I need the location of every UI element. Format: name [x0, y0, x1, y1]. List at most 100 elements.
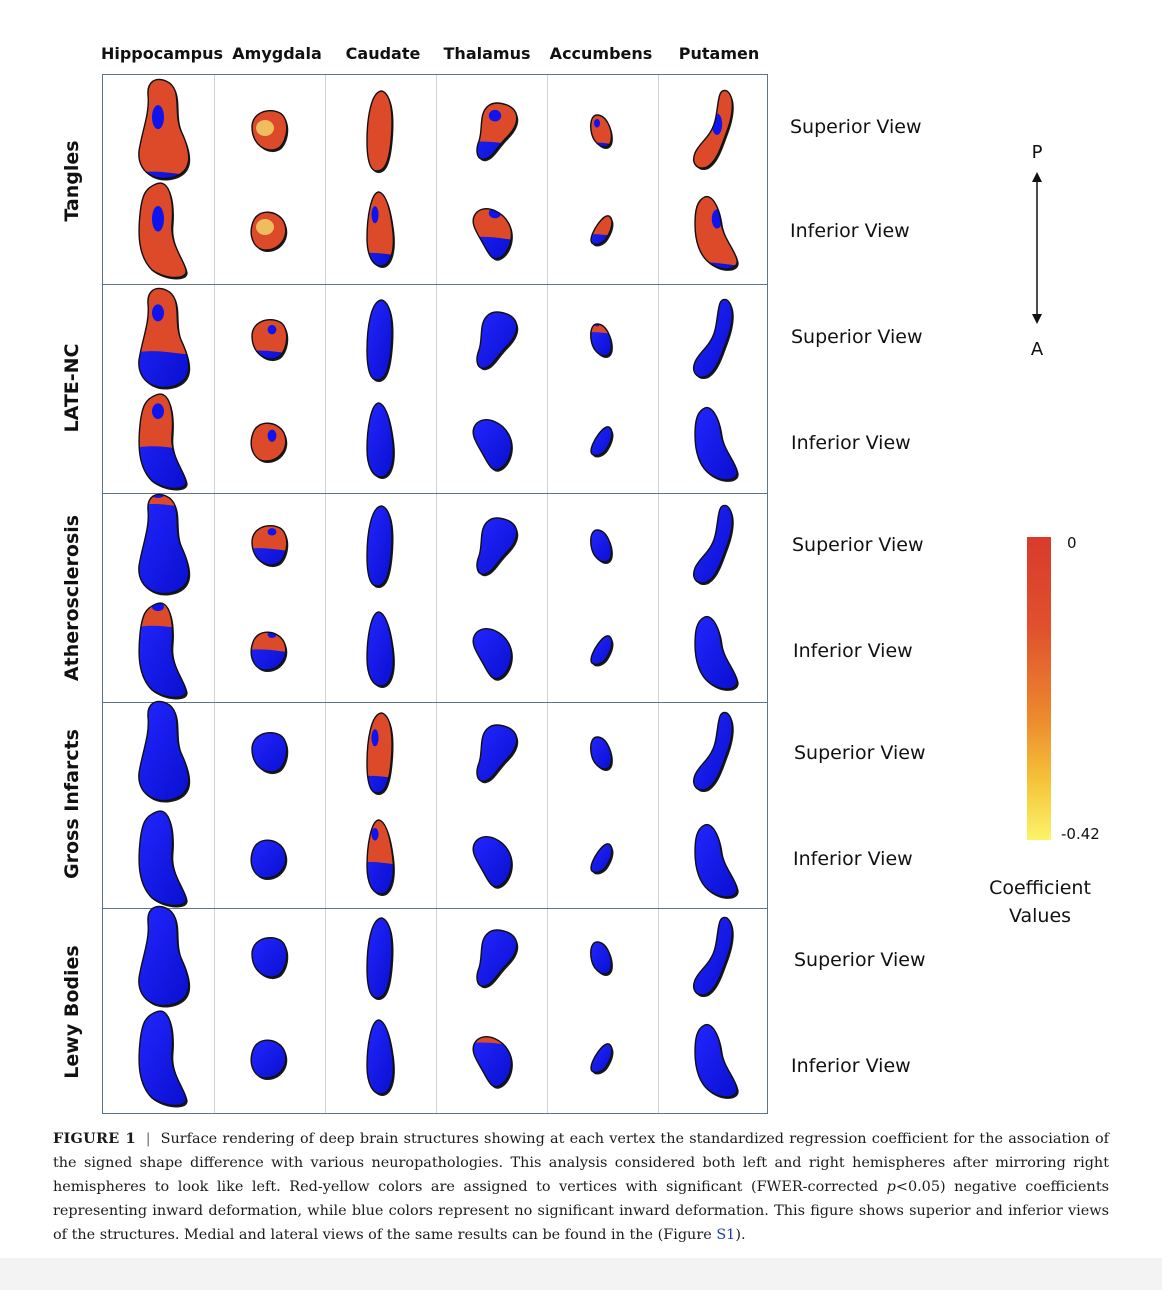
view-label-superior: Superior View — [794, 742, 926, 764]
accumbens-tangles-superior-rendering — [590, 114, 613, 149]
structure-outline — [694, 615, 738, 690]
structure-outline — [138, 393, 187, 490]
structure-surface — [367, 1020, 394, 1094]
structure-outline — [138, 182, 187, 279]
view-label-inferior: Inferior View — [791, 1055, 911, 1077]
structure-outline — [138, 1010, 187, 1107]
structure-outline — [251, 109, 288, 151]
structure-outline — [472, 419, 513, 471]
structure-outline — [693, 298, 733, 378]
structure-outline — [251, 936, 288, 978]
hippocampus-gross-infarcts-inferior-rendering — [138, 810, 188, 908]
structure-outline — [250, 1039, 287, 1079]
colorbar-title-line2: Values — [1008, 905, 1072, 927]
significant-region — [252, 319, 287, 356]
structure-surface — [693, 505, 733, 584]
view-label-superior: Superior View — [790, 116, 922, 138]
structure-surface — [695, 407, 738, 480]
putamen-tangles-superior-rendering — [693, 89, 734, 171]
structure-outline — [693, 711, 733, 791]
structure-surface — [590, 530, 612, 562]
accumbens-gross-infarcts-superior-rendering — [590, 736, 613, 771]
accumbens-lewy-bodies-inferior-rendering — [590, 1043, 614, 1075]
structure-outline — [693, 89, 733, 169]
structure-outline — [366, 505, 393, 587]
column-label-amygdala: Amygdala — [232, 44, 322, 63]
structure-outline — [590, 736, 613, 770]
structure-surface — [138, 906, 189, 1006]
caudate-late-nc-superior-rendering — [366, 299, 394, 382]
orientation-posterior-label: P — [1031, 142, 1043, 163]
structure-surface — [695, 824, 738, 897]
structure-surface — [367, 918, 393, 998]
accumbens-gross-infarcts-inferior-rendering — [590, 843, 614, 875]
amygdala-lewy-bodies-superior-rendering — [251, 936, 289, 980]
view-label-superior: Superior View — [792, 534, 924, 556]
view-label-inferior: Inferior View — [790, 220, 910, 242]
structure-outline — [590, 843, 613, 874]
structure-surface — [252, 937, 287, 978]
caudate-atherosclerosis-superior-rendering — [366, 505, 394, 588]
significant-region — [591, 215, 612, 239]
structure-surface — [693, 917, 733, 996]
structure-surface — [367, 506, 393, 586]
structure-outline — [694, 1023, 738, 1098]
structure-outline — [250, 211, 287, 251]
structure-outline — [138, 810, 187, 907]
accumbens-atherosclerosis-inferior-rendering — [590, 635, 614, 667]
structure-outline — [590, 529, 613, 563]
significant-region — [367, 820, 394, 867]
putamen-lewy-bodies-inferior-rendering — [694, 1023, 739, 1099]
caudate-tangles-superior-rendering — [366, 90, 394, 173]
significant-region — [138, 288, 189, 356]
row-separator — [103, 702, 767, 703]
orientation-anterior-label: A — [1030, 339, 1044, 360]
putamen-lewy-bodies-superior-rendering — [693, 916, 734, 998]
colorbar-max-label: 0 — [1067, 534, 1077, 552]
significant-region — [251, 632, 286, 654]
structure-outline — [138, 493, 190, 595]
caption-text: Surface rendering of deep brain structur… — [53, 1131, 1109, 1195]
structure-outline — [366, 90, 393, 172]
putamen-gross-infarcts-superior-rendering — [693, 711, 734, 793]
amygdala-gross-infarcts-superior-rendering — [251, 731, 289, 775]
structure-surface — [138, 494, 189, 594]
amygdala-lewy-bodies-inferior-rendering — [250, 1039, 288, 1080]
structure-outline — [251, 731, 288, 773]
structure-surface — [477, 930, 517, 987]
hippocampus-lewy-bodies-inferior-rendering — [138, 1010, 188, 1108]
structure-surface — [590, 942, 612, 974]
structure-surface — [473, 419, 512, 470]
amygdala-tangles-superior-rendering — [251, 109, 289, 153]
thalamus-late-nc-inferior-rendering — [472, 419, 513, 472]
structure-outline — [366, 299, 393, 381]
row-separator — [103, 493, 767, 494]
grid-divider — [436, 75, 437, 1113]
structure-surface — [251, 1040, 286, 1078]
structure-surface — [695, 1024, 738, 1097]
page-footer-band — [0, 1258, 1162, 1290]
structure-surface — [693, 712, 733, 791]
caption-figure-link[interactable]: S1 — [716, 1227, 736, 1243]
hippocampus-lewy-bodies-superior-rendering — [138, 905, 191, 1008]
colorbar — [1027, 537, 1051, 840]
low-coefficient-patch — [256, 120, 274, 136]
structure-outline — [590, 215, 613, 246]
significant-region — [367, 713, 393, 781]
accumbens-atherosclerosis-superior-rendering — [590, 529, 613, 564]
structure-surface — [139, 603, 187, 698]
amygdala-late-nc-inferior-rendering — [250, 422, 288, 463]
structure-outline — [138, 905, 190, 1007]
accumbens-lewy-bodies-superior-rendering — [590, 941, 613, 976]
colorbar-title-line1: Coefficient — [989, 877, 1091, 899]
structure-outline — [366, 402, 395, 478]
structure-outline — [590, 426, 613, 457]
caudate-atherosclerosis-inferior-rendering — [366, 611, 395, 688]
grid-divider — [658, 75, 659, 1113]
caudate-lewy-bodies-superior-rendering — [366, 917, 394, 1000]
column-label-thalamus: Thalamus — [443, 44, 531, 63]
structure-surface — [590, 737, 612, 769]
structure-outline — [590, 635, 613, 666]
accumbens-late-nc-inferior-rendering — [590, 426, 614, 458]
thalamus-gross-infarcts-superior-rendering — [476, 724, 519, 784]
